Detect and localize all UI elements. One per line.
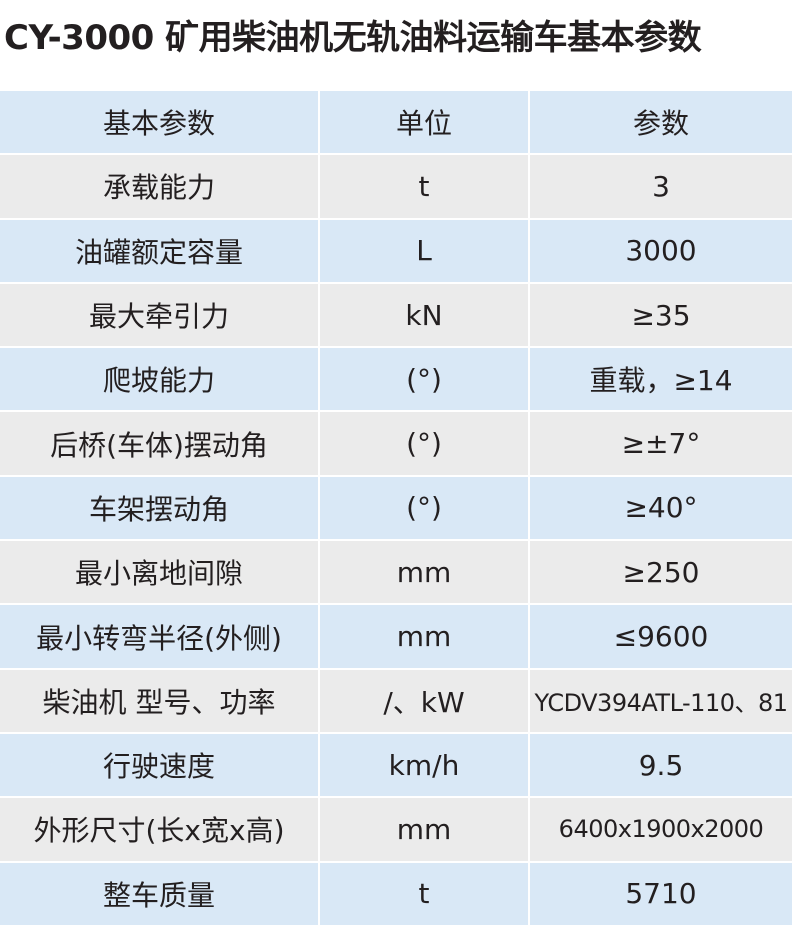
cell-unit: mm bbox=[320, 605, 528, 668]
cell-value: 重载，≥14 bbox=[530, 348, 792, 411]
cell-value: ≥±7° bbox=[530, 412, 792, 475]
header-cell-parameter: 基本参数 bbox=[0, 91, 318, 154]
cell-unit: mm bbox=[320, 541, 528, 604]
cell-value: 3 bbox=[530, 155, 792, 218]
page-title: CY-3000 矿用柴油机无轨油料运输车基本参数 bbox=[4, 18, 702, 58]
cell-unit: km/h bbox=[320, 733, 528, 797]
cell-parameter: 车架摆动角 bbox=[0, 476, 318, 540]
cell-value: ≥250 bbox=[530, 541, 792, 604]
cell-parameter: 柴油机 型号、功率 bbox=[0, 669, 318, 732]
cell-parameter: 外形尺寸(长x宽x高) bbox=[0, 798, 318, 861]
header-cell-value: 参数 bbox=[530, 91, 792, 154]
cell-unit: t bbox=[320, 155, 528, 218]
cell-value: 5710 bbox=[530, 862, 792, 925]
cell-unit: (°) bbox=[320, 476, 528, 540]
cell-value: ≥35 bbox=[530, 283, 792, 347]
cell-parameter: 最小转弯半径(外侧) bbox=[0, 605, 318, 668]
cell-value: YCDV394ATL-110、81 bbox=[530, 669, 792, 732]
cell-unit: t bbox=[320, 862, 528, 925]
cell-unit: kN bbox=[320, 283, 528, 347]
cell-parameter: 整车质量 bbox=[0, 862, 318, 925]
cell-unit: /、kW bbox=[320, 669, 528, 732]
cell-unit: (°) bbox=[320, 412, 528, 475]
cell-value: 9.5 bbox=[530, 733, 792, 797]
cell-value: 3000 bbox=[530, 219, 792, 282]
cell-parameter: 最小离地间隙 bbox=[0, 541, 318, 604]
cell-parameter: 行驶速度 bbox=[0, 733, 318, 797]
header-cell-unit: 单位 bbox=[320, 91, 528, 154]
cell-parameter: 承载能力 bbox=[0, 155, 318, 218]
cell-value: ≤9600 bbox=[530, 605, 792, 668]
parameter-table: 基本参数 单位 参数 承载能力 t 3 油罐额定容量 L 3000 最大牵引力 kN ≥35 爬坡… bbox=[0, 91, 792, 925]
cell-value: ≥40° bbox=[530, 476, 792, 540]
cell-parameter: 后桥(车体)摆动角 bbox=[0, 412, 318, 475]
cell-parameter: 爬坡能力 bbox=[0, 348, 318, 411]
cell-unit: (°) bbox=[320, 348, 528, 411]
cell-unit: mm bbox=[320, 798, 528, 861]
cell-parameter: 最大牵引力 bbox=[0, 283, 318, 347]
cell-value: 6400x1900x2000 bbox=[530, 798, 792, 861]
cell-parameter: 油罐额定容量 bbox=[0, 219, 318, 282]
cell-unit: L bbox=[320, 219, 528, 282]
